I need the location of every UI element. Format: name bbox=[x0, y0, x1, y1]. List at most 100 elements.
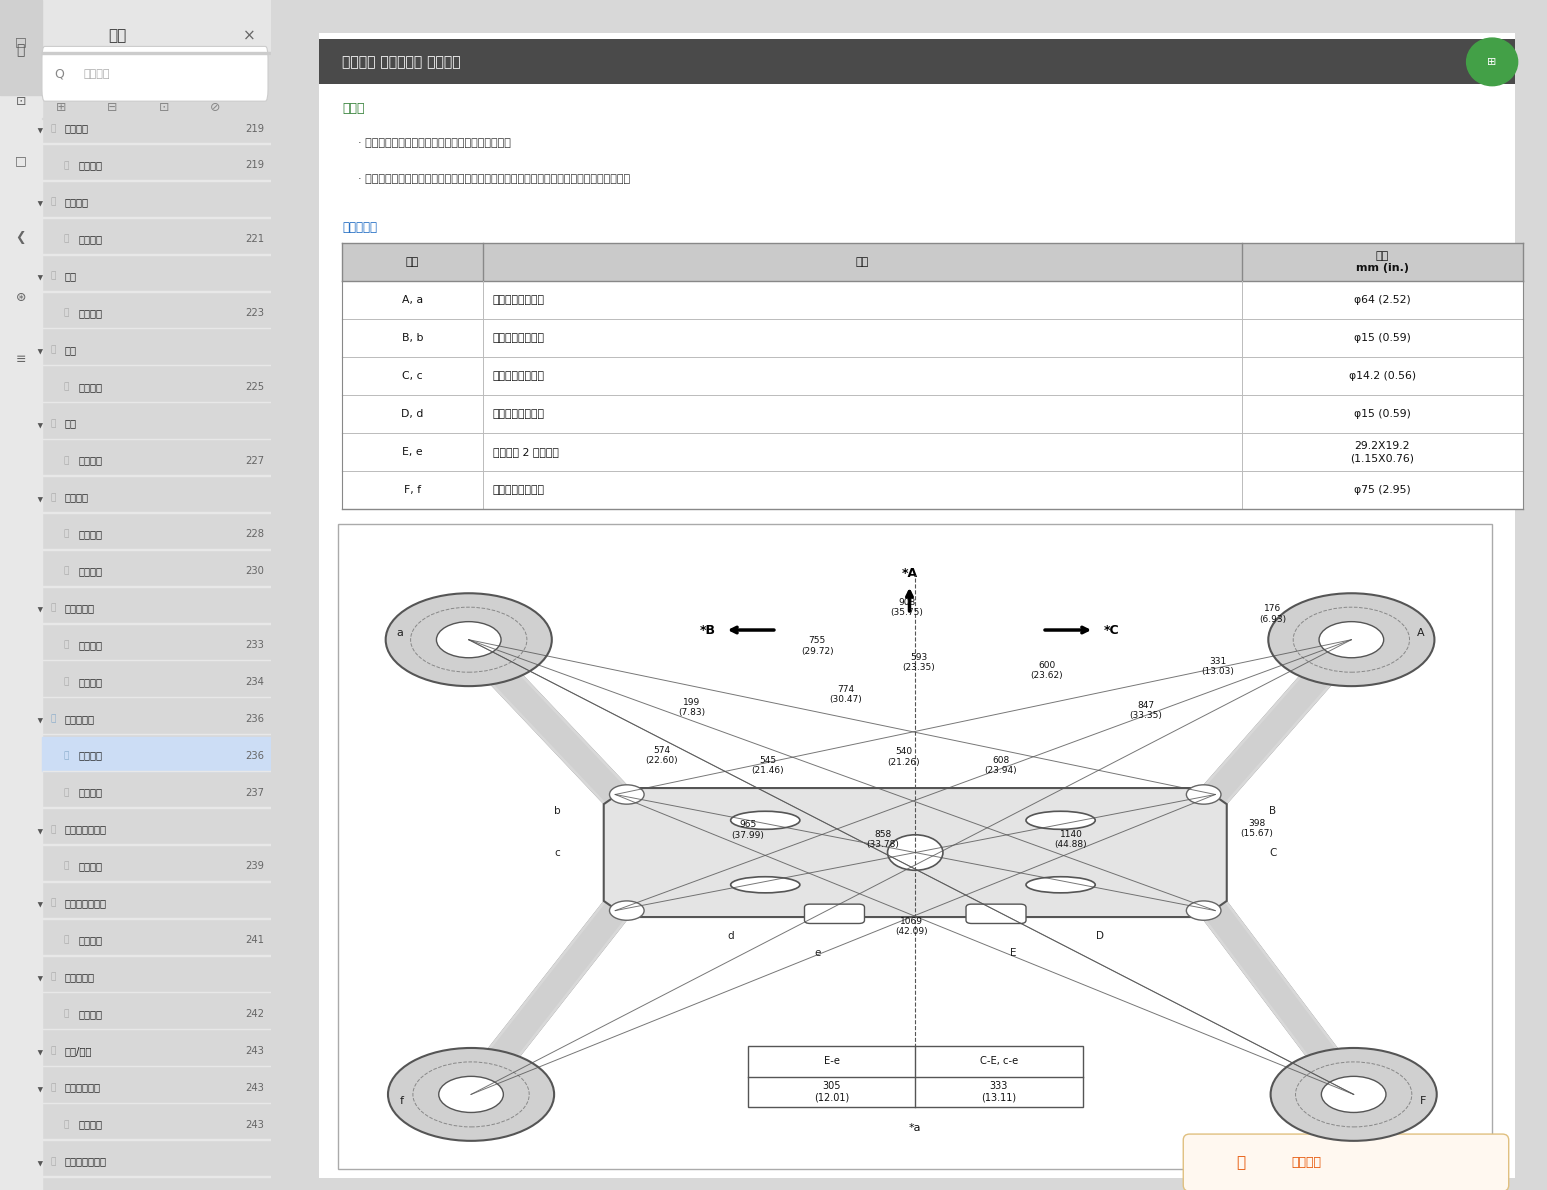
Bar bbox=[342, 395, 1522, 433]
Bar bbox=[339, 524, 1493, 1169]
Text: ▲: ▲ bbox=[39, 973, 43, 981]
Text: φ15 (0.59): φ15 (0.59) bbox=[1354, 409, 1411, 419]
Text: 🔖: 🔖 bbox=[63, 530, 70, 539]
Text: 油漆/涂层: 油漆/涂层 bbox=[65, 1046, 93, 1056]
Bar bbox=[42, 52, 271, 54]
Text: 243: 243 bbox=[244, 1083, 265, 1092]
Text: 225: 225 bbox=[244, 382, 265, 392]
Text: E-e: E-e bbox=[823, 1057, 840, 1066]
Text: C-E, c-e: C-E, c-e bbox=[979, 1057, 1018, 1066]
Text: 333
(13.11): 333 (13.11) bbox=[981, 1082, 1016, 1103]
Text: 755
(29.72): 755 (29.72) bbox=[801, 637, 834, 656]
Text: 221: 221 bbox=[244, 234, 265, 244]
Text: 车身尺寸 后悬架横梁 三维距离: 车身尺寸 后悬架横梁 三维距离 bbox=[342, 55, 461, 69]
Text: ▲: ▲ bbox=[39, 715, 43, 722]
Text: · 用大写字母表示的符号指车身右侧，用小写字母表示的符号指车身左侧（从车辆后部看）。: · 用大写字母表示的符号指车身右侧，用小写字母表示的符号指车身左侧（从车辆后部看… bbox=[357, 174, 630, 183]
Text: 车身底部参考值: 车身底部参考值 bbox=[65, 898, 107, 908]
Text: 后悬架横梁标准孔: 后悬架横梁标准孔 bbox=[493, 333, 545, 343]
Text: ≡: ≡ bbox=[15, 353, 26, 365]
FancyBboxPatch shape bbox=[965, 904, 1026, 923]
Text: φ14.2 (0.56): φ14.2 (0.56) bbox=[1349, 371, 1416, 381]
Text: 227: 227 bbox=[244, 456, 265, 465]
Text: 243: 243 bbox=[244, 1046, 265, 1056]
Text: c: c bbox=[555, 847, 560, 858]
Bar bbox=[342, 471, 1522, 509]
Bar bbox=[42, 118, 271, 119]
Text: 1140
(44.88): 1140 (44.88) bbox=[1055, 829, 1088, 850]
Text: 600
(23.62): 600 (23.62) bbox=[1030, 660, 1063, 681]
Text: φ64 (2.52): φ64 (2.52) bbox=[1354, 295, 1411, 305]
Text: 223: 223 bbox=[244, 308, 265, 318]
Text: 后悬架下臂安装孔: 后悬架下臂安装孔 bbox=[493, 371, 545, 381]
Text: φ15 (0.59): φ15 (0.59) bbox=[1354, 333, 1411, 343]
Text: 176
(6.93): 176 (6.93) bbox=[1259, 605, 1287, 624]
Text: 236: 236 bbox=[244, 751, 265, 760]
Text: · 如果只标出一种尺寸，则表示左右是互相对称的。: · 如果只标出一种尺寸，则表示左右是互相对称的。 bbox=[357, 138, 511, 148]
Text: b: b bbox=[554, 806, 562, 815]
Text: 574
(22.60): 574 (22.60) bbox=[645, 746, 678, 765]
Text: 测量须知: 测量须知 bbox=[65, 124, 90, 133]
Circle shape bbox=[1269, 594, 1434, 687]
Bar bbox=[342, 281, 1522, 319]
Text: 三维距离: 三维距离 bbox=[79, 530, 102, 539]
Text: *A: *A bbox=[902, 566, 917, 580]
Bar bbox=[342, 319, 1522, 357]
Text: 🔖: 🔖 bbox=[63, 382, 70, 392]
Text: ⊡: ⊡ bbox=[15, 95, 26, 107]
Text: 书签查找: 书签查找 bbox=[84, 69, 110, 79]
Text: 965
(37.99): 965 (37.99) bbox=[732, 820, 764, 840]
Text: □: □ bbox=[15, 155, 26, 167]
Text: ▲: ▲ bbox=[39, 125, 43, 132]
Text: 305
(12.01): 305 (12.01) bbox=[814, 1082, 849, 1103]
Text: 🔖: 🔖 bbox=[63, 751, 70, 760]
Text: 🔖: 🔖 bbox=[50, 825, 56, 834]
Text: 三维距离: 三维距离 bbox=[79, 862, 102, 871]
Text: 236: 236 bbox=[244, 714, 265, 724]
Text: 其他参考值: 其他参考值 bbox=[65, 972, 94, 982]
Text: 图表说明: 图表说明 bbox=[79, 161, 102, 170]
Text: 🔖: 🔖 bbox=[63, 640, 70, 650]
Text: 车身面板内涂层: 车身面板内涂层 bbox=[65, 1157, 107, 1166]
Text: 后门: 后门 bbox=[65, 345, 77, 355]
Text: 847
(33.35): 847 (33.35) bbox=[1129, 701, 1162, 720]
Ellipse shape bbox=[888, 835, 944, 870]
Text: 🔖: 🔖 bbox=[50, 1083, 56, 1092]
Circle shape bbox=[1467, 38, 1518, 86]
Text: 🔖: 🔖 bbox=[63, 1120, 70, 1129]
Text: ×: × bbox=[243, 29, 255, 43]
Text: 后悬架横梁安装孔: 后悬架横梁安装孔 bbox=[493, 295, 545, 305]
Circle shape bbox=[1321, 1076, 1386, 1113]
Text: 🔖: 🔖 bbox=[63, 1009, 70, 1019]
Text: 241: 241 bbox=[244, 935, 265, 945]
Text: 230: 230 bbox=[244, 566, 265, 576]
Text: 🔖: 🔖 bbox=[63, 308, 70, 318]
Text: 🔖: 🔖 bbox=[63, 566, 70, 576]
Text: 🔖: 🔖 bbox=[50, 972, 56, 982]
Text: ▲: ▲ bbox=[39, 199, 43, 206]
Text: ⊛: ⊛ bbox=[15, 292, 26, 303]
Text: D: D bbox=[1095, 932, 1105, 941]
Text: B: B bbox=[1270, 806, 1276, 815]
Text: 发动机室参考值: 发动机室参考值 bbox=[65, 825, 107, 834]
Text: 三维距离: 三维距离 bbox=[79, 234, 102, 244]
Circle shape bbox=[385, 594, 552, 687]
Text: ▲: ▲ bbox=[39, 826, 43, 833]
Text: ⊟: ⊟ bbox=[107, 101, 118, 113]
Text: 🔖: 🔖 bbox=[50, 714, 56, 724]
Text: ⊞: ⊞ bbox=[56, 101, 67, 113]
Text: 三维距离: 三维距离 bbox=[79, 751, 102, 760]
Text: 名称: 名称 bbox=[855, 257, 869, 267]
Text: A: A bbox=[1417, 628, 1425, 638]
Text: ❮: ❮ bbox=[15, 232, 26, 244]
Text: ▲: ▲ bbox=[39, 900, 43, 907]
Text: 233: 233 bbox=[244, 640, 265, 650]
Text: ▲: ▲ bbox=[39, 346, 43, 353]
Ellipse shape bbox=[730, 812, 800, 829]
Text: 1069
(42.09): 1069 (42.09) bbox=[896, 917, 928, 937]
Text: 239: 239 bbox=[244, 862, 265, 871]
Text: 🔖: 🔖 bbox=[50, 898, 56, 908]
Text: 三维距离: 三维距离 bbox=[79, 308, 102, 318]
Text: ▲: ▲ bbox=[39, 605, 43, 612]
Text: E, e: E, e bbox=[402, 447, 422, 457]
Ellipse shape bbox=[730, 877, 800, 892]
